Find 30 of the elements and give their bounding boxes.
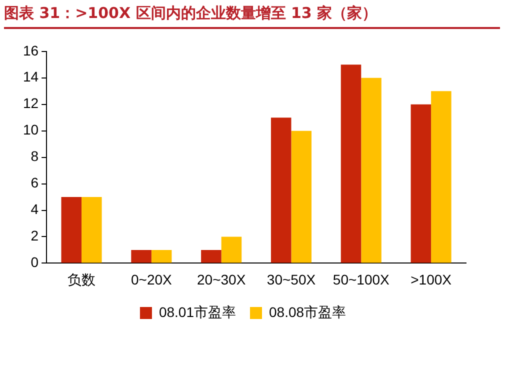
chart-title: 图表 31：>100X 区间内的企业数量增至 13 家（家） <box>4 4 500 29</box>
y-tick-label: 4 <box>30 201 39 218</box>
y-tick-label: 8 <box>30 148 39 164</box>
bar <box>291 130 312 263</box>
bar <box>270 118 292 263</box>
bar <box>151 250 172 263</box>
bar <box>61 197 82 263</box>
y-tick-label: 6 <box>30 174 39 191</box>
bar <box>361 78 382 263</box>
x-tick-label: 30~50X <box>266 271 316 288</box>
x-tick-label: 负数 <box>68 271 96 288</box>
bar <box>410 104 432 263</box>
x-tick-label: 50~100X <box>332 271 390 288</box>
y-tick-label: 0 <box>30 254 39 270</box>
y-tick-label: 12 <box>22 95 39 112</box>
bar <box>201 250 222 263</box>
y-tick-label: 2 <box>30 228 39 244</box>
x-tick-label: >100X <box>410 271 452 288</box>
y-tick-label: 10 <box>22 122 39 138</box>
legend-label: 08.08市盈率 <box>269 304 346 320</box>
x-tick-label: 20~30X <box>197 271 246 288</box>
bar <box>431 91 452 263</box>
bar <box>340 64 362 263</box>
bar <box>82 197 102 263</box>
bar <box>221 236 242 263</box>
y-tick-label: 16 <box>22 42 39 58</box>
x-tick-label: 0~20X <box>130 271 173 288</box>
y-tick-label: 14 <box>22 68 39 85</box>
bar <box>131 250 152 263</box>
legend-label: 08.01市盈率 <box>158 304 236 320</box>
